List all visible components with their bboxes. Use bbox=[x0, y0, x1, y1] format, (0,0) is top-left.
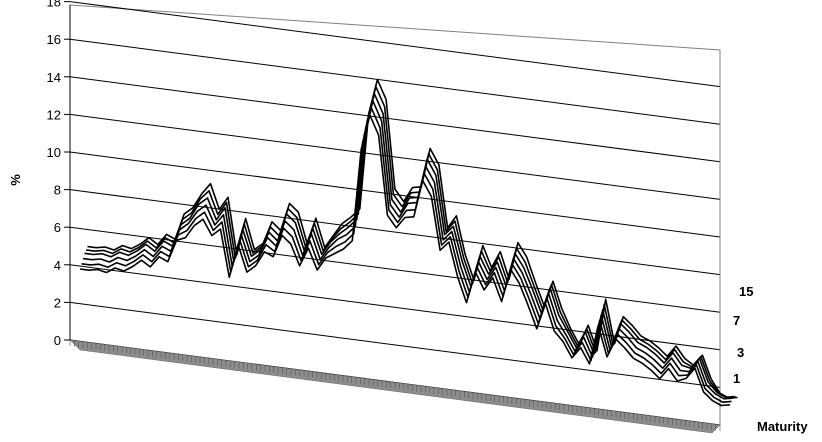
y-tick-label: 12 bbox=[47, 107, 61, 122]
y-tick-label: 2 bbox=[54, 295, 61, 310]
y-tick-label: 10 bbox=[47, 145, 61, 160]
maturity-label: 7 bbox=[733, 313, 740, 328]
gridline bbox=[69, 301, 721, 388]
y-axis: 0 2 4 6 8 10 12 14 16 18 bbox=[47, 0, 71, 348]
series-line-7 bbox=[82, 100, 734, 400]
y-tick-label: 8 bbox=[54, 183, 61, 198]
series-line-15 bbox=[79, 114, 731, 407]
series-line-5 bbox=[84, 93, 735, 399]
maturity-label: 15 bbox=[739, 284, 753, 299]
back-wall-plane bbox=[69, 4, 721, 426]
y-tick-label: 14 bbox=[47, 70, 61, 85]
back-wall bbox=[69, 4, 721, 426]
floor bbox=[69, 339, 721, 434]
gridline bbox=[69, 76, 721, 163]
y-tick-label: 0 bbox=[54, 333, 61, 348]
series-line-10 bbox=[81, 107, 732, 403]
gridline bbox=[69, 226, 721, 313]
y-tick-label: 4 bbox=[54, 258, 61, 273]
gridline bbox=[69, 189, 721, 276]
series-line-3 bbox=[85, 85, 737, 399]
y-tick-label: 18 bbox=[47, 0, 61, 10]
maturity-axis-title: Maturity bbox=[757, 419, 808, 434]
y-axis-title: % bbox=[8, 174, 23, 186]
maturity-label: 3 bbox=[737, 345, 744, 360]
y-tick-label: 16 bbox=[47, 32, 61, 47]
gridline bbox=[69, 151, 721, 238]
y-tick-label: 6 bbox=[54, 220, 61, 235]
maturity-label: 1 bbox=[733, 371, 740, 386]
series-line-1 bbox=[87, 78, 738, 399]
series-group bbox=[79, 78, 738, 407]
gridlines bbox=[69, 1, 721, 426]
series-axis-labels: 1 3 7 15 bbox=[733, 284, 753, 386]
gridline bbox=[69, 1, 721, 88]
gridline bbox=[69, 113, 721, 200]
gridline bbox=[69, 38, 721, 125]
